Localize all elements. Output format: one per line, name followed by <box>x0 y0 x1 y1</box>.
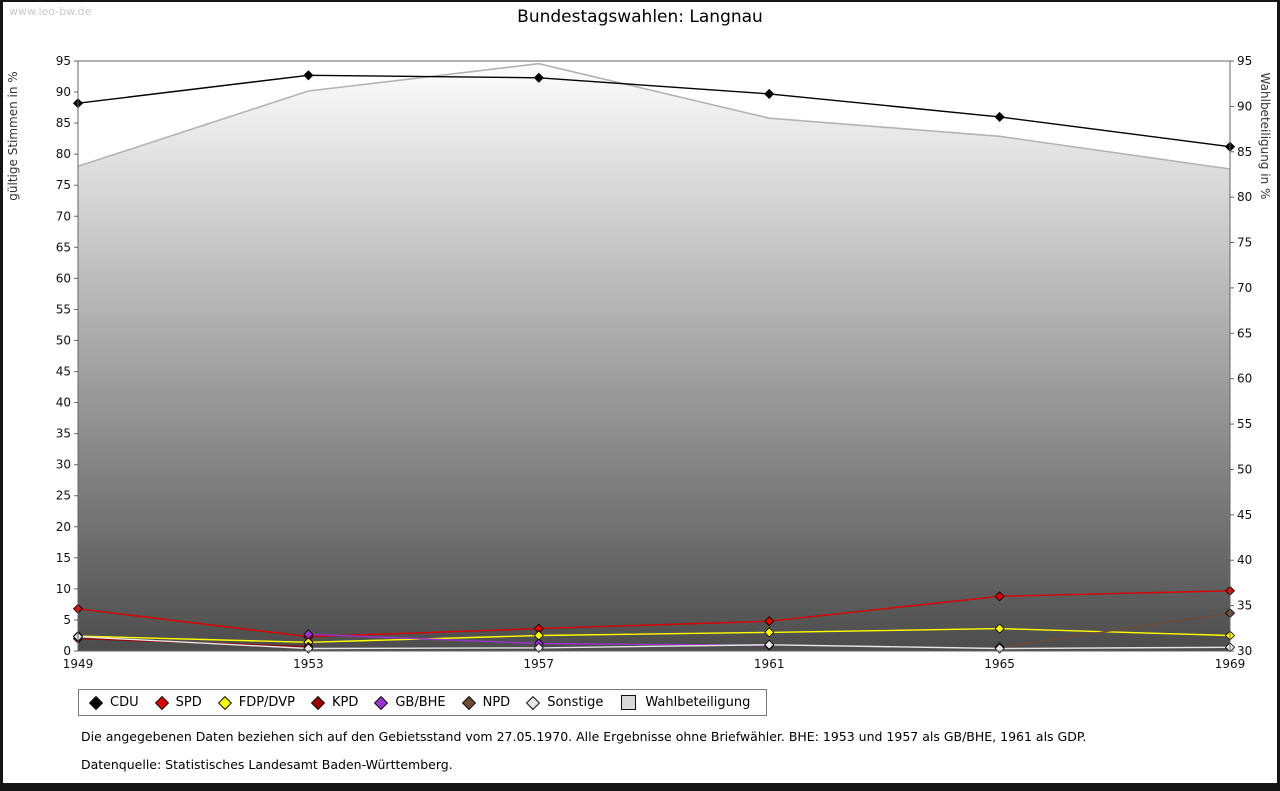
legend-label: KPD <box>331 695 359 710</box>
legend: CDU SPD FDP/DVP KPD GB/BHE NPD Sonstige Wahlbet… <box>78 689 768 716</box>
ytick-left-label: 50 <box>56 333 71 347</box>
xtick-year-label: 1953 <box>293 657 324 671</box>
ytick-left-label: 5 <box>63 613 71 627</box>
legend-diamond-icon <box>154 695 169 710</box>
ytick-right-label: 80 <box>1237 190 1252 204</box>
ytick-left-label: 0 <box>63 644 71 658</box>
legend-label: SPD <box>175 695 202 710</box>
marker-spd <box>994 591 1005 602</box>
ytick-right-label: 35 <box>1237 599 1252 613</box>
legend-item-kpd: KPD <box>310 695 359 710</box>
footnote-datenquelle: Datenquelle: Statistisches Landesamt Bad… <box>81 757 453 772</box>
ytick-right-label: 90 <box>1237 99 1252 113</box>
series-line-wahlbeteiligung <box>77 62 1231 170</box>
page-title: Bundestagswahlen: Langnau <box>517 7 763 27</box>
series-line-cdu <box>77 74 1231 148</box>
ytick-right-label: 55 <box>1237 417 1252 431</box>
watermark: www.leo-bw.de <box>9 5 92 18</box>
ytick-left-label: 20 <box>56 520 71 534</box>
y-axis-title-left: gültige Stimmen in % <box>6 71 20 200</box>
marker-cdu <box>303 70 314 81</box>
legend-item-wahlbeteiligung: Wahlbeteiligung <box>621 695 750 710</box>
legend-label: CDU <box>110 695 139 710</box>
legend-diamond-icon <box>526 695 541 710</box>
ytick-left-label: 45 <box>56 365 71 379</box>
legend-item-fdp-dvp: FDP/DVP <box>217 695 295 710</box>
ytick-right-label: 45 <box>1237 508 1252 522</box>
ytick-left-label: 90 <box>56 85 71 99</box>
legend-label: FDP/DVP <box>238 695 295 710</box>
ytick-right-label: 30 <box>1237 644 1252 658</box>
legend-label: Sonstige <box>547 695 604 710</box>
xtick-year-label: 1961 <box>754 657 785 671</box>
ytick-right-label: 95 <box>1237 54 1252 68</box>
marker-spd <box>764 616 775 627</box>
ytick-right-label: 75 <box>1237 236 1252 250</box>
marker-cdu <box>533 72 544 83</box>
marker-cdu <box>994 111 1005 122</box>
ytick-left-label: 75 <box>56 178 71 192</box>
ytick-left-label: 35 <box>56 427 71 441</box>
ytick-left-label: 55 <box>56 302 71 316</box>
xtick-year-label: 1969 <box>1215 657 1246 671</box>
ytick-left-label: 40 <box>56 396 71 410</box>
marker-sonstige <box>994 643 1005 654</box>
legend-item-sonstige: Sonstige <box>526 695 604 710</box>
legend-swatch-icon <box>621 695 637 710</box>
legend-diamond-icon <box>217 695 232 710</box>
legend-diamond-icon <box>374 695 389 710</box>
marker-fdp-dvp <box>994 623 1005 634</box>
y-axis-title-right: Wahlbeteiligung in % <box>1258 73 1272 200</box>
chart-svg: 0 5 10 15 20 25 30 35 40 45 50 55 60 65 70 75 80 85 90 95 30… <box>6 54 1272 671</box>
series-line-npd <box>999 612 1231 648</box>
ytick-left-label: 60 <box>56 271 71 285</box>
legend-item-cdu: CDU <box>88 695 139 710</box>
ytick-left-label: 10 <box>56 582 71 596</box>
ytick-right-label: 70 <box>1237 281 1252 295</box>
legend-label: Wahlbeteiligung <box>645 695 751 710</box>
ytick-right-label: 60 <box>1237 372 1252 386</box>
ytick-right-label: 40 <box>1237 553 1252 567</box>
xtick-year-label: 1965 <box>984 657 1015 671</box>
series-line-spd <box>77 590 1231 638</box>
ytick-left-label: 70 <box>56 209 71 223</box>
turnout-area <box>78 63 1230 651</box>
ytick-right-label: 65 <box>1237 326 1252 340</box>
legend-item-gb-bhe: GB/BHE <box>374 695 446 710</box>
ytick-right-label: 50 <box>1237 462 1252 476</box>
ytick-left-label: 80 <box>56 147 71 161</box>
ytick-left-label: 65 <box>56 240 71 254</box>
marker-gb-bhe <box>303 629 314 640</box>
ytick-left-label: 15 <box>56 551 71 565</box>
footnote-gebietsstand: Die angegebenen Daten beziehen sich auf … <box>81 729 1087 744</box>
xtick-year-label: 1949 <box>63 657 94 671</box>
legend-diamond-icon <box>88 695 104 710</box>
legend-diamond-icon <box>461 695 476 710</box>
marker-fdp-dvp <box>764 627 775 638</box>
marker-sonstige <box>303 643 314 654</box>
legend-label: NPD <box>482 695 511 710</box>
ytick-left-label: 85 <box>56 116 71 130</box>
ytick-left-label: 25 <box>56 489 71 503</box>
marker-sonstige <box>764 639 775 650</box>
legend-item-spd: SPD <box>154 695 202 710</box>
legend-label: GB/BHE <box>395 695 446 710</box>
ytick-left-label: 95 <box>56 54 71 68</box>
legend-item-npd: NPD <box>461 695 511 710</box>
ytick-right-label: 85 <box>1237 145 1252 159</box>
marker-cdu <box>764 88 775 99</box>
ytick-left-label: 30 <box>56 458 71 472</box>
xtick-year-label: 1957 <box>524 657 555 671</box>
plot-border <box>77 60 1231 652</box>
series-line-sonstige <box>77 636 1231 650</box>
legend-diamond-icon <box>310 695 326 710</box>
series-line-fdp-dvp <box>77 627 1231 644</box>
marker-sonstige <box>533 642 544 653</box>
